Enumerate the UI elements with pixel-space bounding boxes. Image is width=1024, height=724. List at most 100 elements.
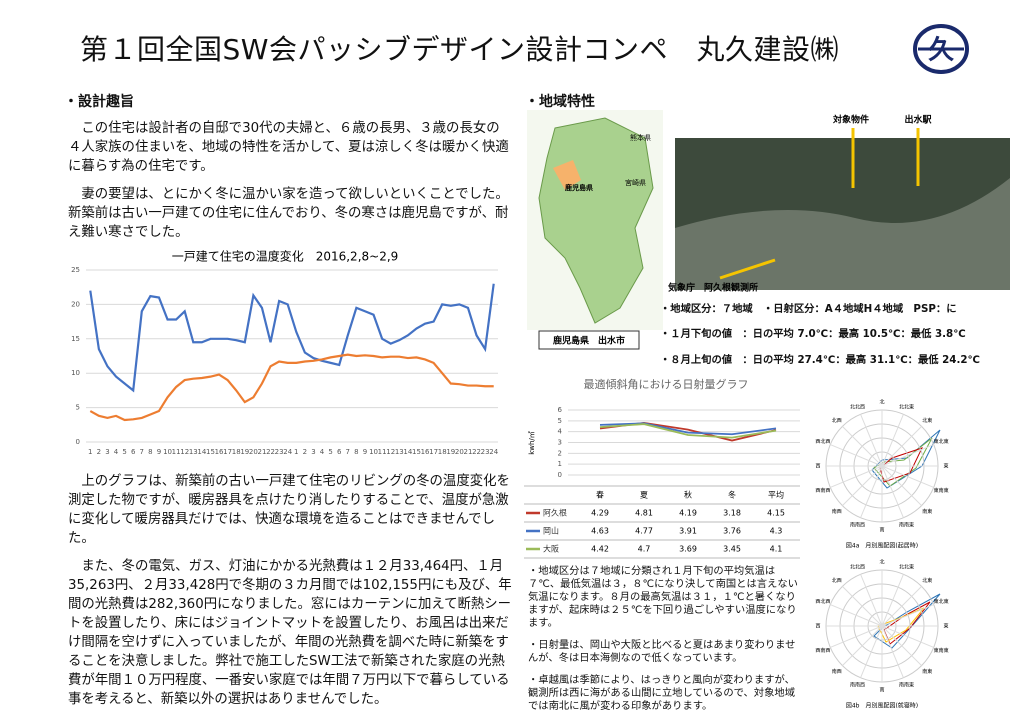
x-tick-label: 13 xyxy=(189,448,198,456)
rose-spoke xyxy=(842,426,883,467)
rose-direction: 東南東 xyxy=(934,647,949,654)
rose-spoke xyxy=(881,586,922,627)
rose-spoke xyxy=(881,426,922,467)
map-area xyxy=(553,160,581,190)
table-header: 夏 xyxy=(640,491,648,500)
x-tick-label: 10 xyxy=(369,448,378,456)
table-cell: 4.29 xyxy=(591,509,609,518)
paragraph: 妻の要望は、とにかく冬に温かい家を造って欲しいといくことでした。新築前は古い一戸… xyxy=(68,187,509,240)
x-tick-label: 22 xyxy=(266,448,275,456)
chart-title: 一戸建て住宅の温度変化 2016,2,8~2,9 xyxy=(172,249,399,264)
rose-caption: 図4b 月別風配図(就寝時) xyxy=(846,702,918,710)
text-block: この住宅は設計者の自邸で30代の夫婦と、６歳の長男、３歳の長女の４人家族の住まい… xyxy=(68,119,512,251)
rose-spoke xyxy=(860,465,883,518)
rose-direction: 西北西 xyxy=(815,438,830,445)
table-cell: 3.76 xyxy=(723,527,741,536)
rose-spoke xyxy=(881,465,934,488)
x-tick-label: 14 xyxy=(197,448,206,456)
rose-direction: 北東 xyxy=(922,417,932,424)
legend-label: 阿久根 xyxy=(543,508,567,518)
rose-spoke xyxy=(860,414,883,467)
info-row: ・８月上旬の値 ：日の平均 27.4℃：最高 31.1℃：最低 24.2℃ xyxy=(660,354,981,366)
table-cell: 4.1 xyxy=(770,545,783,554)
x-tick-label: 18 xyxy=(438,448,447,456)
note: ・日射量は、岡山や大阪と比べると夏はあまり変わりませんが、冬は日本海側なので低く… xyxy=(528,639,796,664)
data-line xyxy=(89,353,494,422)
rose-direction: 南南西 xyxy=(850,682,865,689)
section-heading: ・設計趣旨 xyxy=(64,94,134,110)
data-line xyxy=(599,423,777,439)
table-cell: 4.81 xyxy=(635,509,653,518)
rose-spoke xyxy=(881,414,904,467)
rose-spoke xyxy=(842,625,883,666)
paragraph: 上のグラフは、新築前の古い一戸建て住宅のリビングの冬の温度変化を測定した物ですが… xyxy=(68,474,510,546)
x-tick-label: 5 xyxy=(328,448,332,456)
rose-spoke xyxy=(830,604,883,627)
x-tick-label: 3 xyxy=(311,448,315,456)
wind-roses: 北北北東北東東北東東東南東南東南南東南南南西南西西南西西西北西北西北北西図4a … xyxy=(815,399,949,710)
y-tick-label: 3 xyxy=(558,439,562,447)
x-tick-label: 7 xyxy=(140,448,144,456)
x-tick-label: 24 xyxy=(283,448,292,456)
y-tick-label: 5 xyxy=(76,404,80,412)
rose-direction: 南西 xyxy=(832,668,842,675)
rose-direction: 南 xyxy=(879,527,884,534)
x-tick-label: 17 xyxy=(429,448,438,456)
map-panel: 熊本県 宮崎県 鹿児島県 対象物件 出水駅 気象庁 阿久根観測所 鹿児島県 出水… xyxy=(527,110,1010,350)
map-label: 熊本県 xyxy=(630,133,651,142)
x-tick-label: 15 xyxy=(206,448,215,456)
section-heading: ・地域特性 xyxy=(525,94,595,110)
x-tick-label: 15 xyxy=(412,448,421,456)
rose-direction: 西南西 xyxy=(815,487,830,494)
paragraph: また、冬の電気、ガス、灯油にかかる光熱費は１２月33,464円、１月35,263… xyxy=(68,559,512,707)
text-block: 上のグラフは、新築前の古い一戸建て住宅のリビングの冬の温度変化を測定した物ですが… xyxy=(68,472,512,718)
photo-label: 気象庁 阿久根観測所 xyxy=(668,282,758,294)
rose-direction: 北北西 xyxy=(850,403,865,410)
rose-spoke xyxy=(860,625,883,678)
x-tick-label: 1 xyxy=(88,448,92,456)
table-cell: 4.77 xyxy=(635,527,653,536)
x-tick-label: 16 xyxy=(215,448,224,456)
chart-title: 最適傾斜角における日射量グラフ xyxy=(584,377,749,391)
x-tick-label: 2 xyxy=(97,448,101,456)
rose-spoke xyxy=(881,604,934,627)
arrow xyxy=(719,258,776,280)
x-tick-label: 20 xyxy=(249,448,258,456)
rose-direction: 西南西 xyxy=(815,647,830,654)
x-tick-label: 24 xyxy=(489,448,498,456)
rose-direction: 北北東 xyxy=(899,403,914,410)
info-row: ・地域区分：７地域 ・日射区分：A４地域H４地域 PSP：に xyxy=(660,303,957,315)
y-tick-label: 1 xyxy=(558,460,562,468)
logo-ring xyxy=(913,24,969,74)
x-tick-label: 11 xyxy=(172,448,181,456)
table-header: 冬 xyxy=(728,490,736,500)
x-tick-label: 12 xyxy=(386,448,395,456)
x-tick-label: 8 xyxy=(354,448,358,456)
legend-label: 大阪 xyxy=(543,544,559,554)
table-cell: 3.45 xyxy=(723,545,741,554)
wind-rose-shape xyxy=(873,437,933,487)
rose-direction: 東 xyxy=(943,463,948,470)
rose-direction: 東北東 xyxy=(934,438,949,445)
y-tick-label: 15 xyxy=(71,335,80,343)
rose-direction: 西 xyxy=(815,624,820,630)
x-tick-label: 2 xyxy=(303,448,307,456)
note: ・卓越風は季節により、はっきりと風向が変わりますが、観測所は西に海がある山間に立… xyxy=(528,674,795,712)
y-tick-label: 20 xyxy=(71,300,80,308)
x-tick-label: 4 xyxy=(320,448,325,456)
rose-direction: 北 xyxy=(879,559,884,566)
rose-spoke xyxy=(842,586,883,627)
table-cell: 4.7 xyxy=(638,545,651,554)
table-cell: 4.42 xyxy=(591,545,609,554)
note: ・地域区分は７地域に分類され１月下旬の平均気温は７℃、最低気温は３，８℃になり決… xyxy=(528,565,798,629)
x-tick-label: 6 xyxy=(337,448,342,456)
y-tick-label: 5 xyxy=(558,417,562,425)
rose-direction: 北北西 xyxy=(850,563,865,570)
table-cell: 4.15 xyxy=(767,509,785,518)
x-tick-label: 5 xyxy=(122,448,126,456)
rose-spoke xyxy=(830,465,883,488)
table-cell: 4.63 xyxy=(591,527,609,536)
